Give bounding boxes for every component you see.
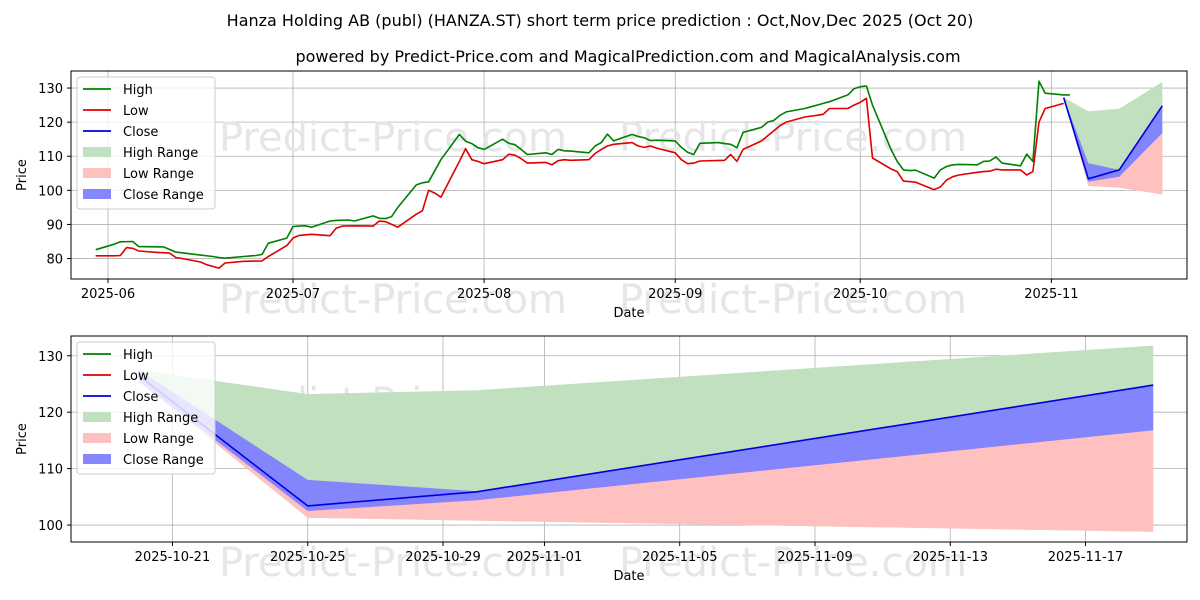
y-tick-label: 110	[38, 463, 63, 478]
series-line-close	[1062, 97, 1163, 180]
watermark-text: Predict-Price.com	[219, 115, 567, 161]
x-axis-label: Date	[613, 306, 644, 321]
legend-swatch-patch	[83, 189, 111, 199]
legend-label: Close	[123, 390, 158, 405]
legend-label: High Range	[123, 146, 198, 161]
plot-frame	[70, 335, 1188, 543]
legend-label: Close Range	[123, 188, 204, 203]
legend-label: Close	[123, 125, 158, 140]
y-axis-label: Price	[15, 423, 30, 455]
legend-label: Low	[123, 104, 149, 119]
x-tick-label: 2025-11-01	[507, 550, 583, 565]
legend-swatch-patch	[83, 454, 111, 464]
x-axis-label: Date	[613, 569, 644, 584]
range-band-low-range	[1063, 97, 1163, 195]
y-tick-label: 120	[38, 116, 63, 131]
x-tick-label: 2025-11-17	[1048, 550, 1124, 565]
series-line-low	[95, 97, 1064, 269]
y-tick-label: 80	[46, 253, 63, 268]
legend-label: Low Range	[123, 167, 194, 182]
legend-swatch-patch	[83, 433, 111, 443]
top-panel: Predict-Price.com Predict-Price.com Predic…	[15, 70, 1188, 323]
y-tick-label: 100	[38, 519, 63, 534]
chart-subtitle: powered by Predict-Price.com and Magical…	[295, 47, 960, 66]
legend-label: Low Range	[123, 432, 194, 447]
range-band-low-range	[138, 378, 1154, 532]
legend-swatch-patch	[83, 147, 111, 157]
y-axis-label: Price	[15, 159, 30, 191]
legend-label: High	[123, 83, 153, 98]
y-tick-label: 90	[46, 218, 63, 233]
range-band-close-range	[1063, 97, 1163, 182]
legend-label: High	[123, 348, 153, 363]
x-tick-label: 2025-07	[266, 287, 320, 302]
watermark-text: Predict-Price.com	[619, 115, 967, 161]
legend-box	[76, 341, 216, 475]
series-line-high	[95, 80, 1070, 260]
x-tick-label: 2025-10-21	[135, 550, 211, 565]
legend-swatch-patch	[83, 168, 111, 178]
y-tick-label: 130	[38, 82, 63, 97]
legend-label: Close Range	[123, 453, 204, 468]
x-tick-label: 2025-11-05	[642, 550, 718, 565]
x-tick-label: 2025-09	[648, 287, 702, 302]
legend-label: High Range	[123, 411, 198, 426]
watermark-text: Predict-Price.com	[219, 540, 567, 586]
watermark-text: Predict-Price.com	[619, 540, 967, 586]
watermark-text: Predict-Price.com	[219, 277, 567, 323]
x-tick-label: 2025-11-09	[777, 550, 853, 565]
x-tick-label: 2025-11	[1024, 287, 1078, 302]
y-tick-label: 120	[38, 406, 63, 421]
legend-swatch-patch	[83, 412, 111, 422]
range-band-close-range	[138, 369, 1154, 511]
legend-box	[76, 76, 216, 210]
legend: High Low Close High Range Low Range Close Ran…	[76, 76, 216, 210]
x-tick-label: 2025-08	[457, 287, 511, 302]
watermark-text: Predict-Price.com	[619, 277, 967, 323]
x-tick-label: 2025-10-25	[270, 550, 346, 565]
x-tick-label: 2025-11-13	[912, 550, 988, 565]
chart-title: Hanza Holding AB (publ) (HANZA.ST) short…	[227, 11, 974, 30]
x-tick-label: 2025-10	[833, 287, 887, 302]
legend-label: Low	[123, 369, 149, 384]
x-tick-label: 2025-10-29	[405, 550, 481, 565]
plot-frame	[70, 70, 1188, 280]
y-tick-label: 100	[38, 184, 63, 199]
x-tick-label: 2025-06	[81, 287, 135, 302]
series-line-close	[138, 374, 1154, 507]
y-tick-label: 110	[38, 150, 63, 165]
legend: High Low Close High Range Low Range Close Ran…	[76, 341, 216, 475]
bottom-panel: Predict-Price.comPredict-Price.comPredic…	[15, 335, 1188, 586]
y-tick-label: 130	[38, 350, 63, 365]
